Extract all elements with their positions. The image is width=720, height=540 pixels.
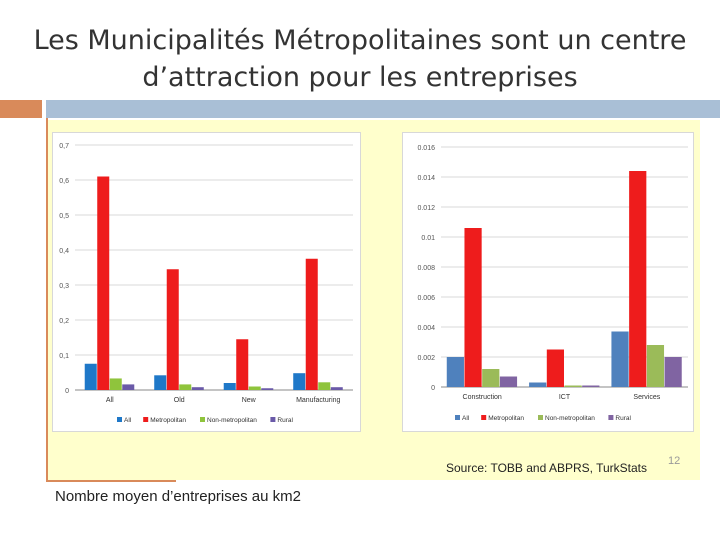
y-tick-label: 0,2 bbox=[59, 318, 69, 325]
bar-all-manufacturing bbox=[293, 373, 306, 390]
legend-swatch bbox=[608, 415, 614, 420]
bar-rural-ict bbox=[582, 385, 600, 387]
bar-rural-all bbox=[122, 384, 135, 390]
title-line-1: Les Municipalités Métropolitaines sont u… bbox=[33, 25, 687, 56]
y-tick-label: 0,3 bbox=[59, 283, 69, 290]
x-category-label: Construction bbox=[463, 394, 502, 401]
bottom-accent-line bbox=[46, 480, 176, 482]
y-tick-label: 0.008 bbox=[417, 265, 435, 272]
bar-metropolitan-all bbox=[97, 176, 110, 390]
y-tick-label: 0.012 bbox=[417, 205, 435, 212]
chart-density-by-firm-type: 0 0,1 0,2 0,3 0,4 0,5 0,6 0,7 All Old New Manufactu… bbox=[52, 132, 361, 432]
y-tick-label: 0,6 bbox=[59, 178, 69, 185]
bar-non-metropolitan-new bbox=[248, 386, 261, 390]
bar-metropolitan-ict bbox=[546, 349, 564, 387]
legend-swatch bbox=[143, 417, 149, 422]
bar-rural-old bbox=[191, 387, 204, 390]
blue-accent-bar bbox=[46, 100, 720, 118]
y-tick-label: 0.014 bbox=[417, 175, 435, 182]
y-tick-label: 0.01 bbox=[421, 235, 435, 242]
legend-swatch bbox=[200, 417, 205, 422]
orange-accent-bar bbox=[0, 100, 42, 118]
bar-all-services bbox=[611, 331, 629, 387]
chart-1-svg: 0 0,1 0,2 0,3 0,4 0,5 0,6 0,7 All Old New Manufactu… bbox=[59, 143, 353, 424]
x-category-label: ICT bbox=[559, 394, 571, 401]
bar-metropolitan-services bbox=[629, 171, 647, 387]
bar-metropolitan-manufacturing bbox=[305, 258, 318, 390]
legend-swatch bbox=[270, 417, 276, 422]
x-category-label: Manufacturing bbox=[296, 397, 340, 404]
legend-label: Rural bbox=[277, 417, 293, 424]
legend-swatch bbox=[455, 415, 460, 420]
bar-all-all bbox=[84, 363, 97, 390]
legend-label: All bbox=[124, 417, 132, 424]
legend-label: Non-metropolitan bbox=[207, 417, 257, 424]
x-category-label: Old bbox=[174, 397, 185, 404]
slide-title: Les Municipalités Métropolitaines sont u… bbox=[30, 22, 690, 96]
title-line-2: d’attraction pour les entreprises bbox=[142, 62, 578, 93]
bar-metropolitan-old bbox=[166, 269, 179, 390]
bar-rural-construction bbox=[499, 376, 518, 387]
y-tick-label: 0,5 bbox=[59, 213, 69, 220]
legend-swatch bbox=[481, 415, 487, 420]
bar-metropolitan-construction bbox=[464, 228, 482, 387]
bar-non-metropolitan-ict bbox=[564, 385, 582, 387]
y-tick-label: 0.006 bbox=[417, 295, 435, 302]
page-number: 12 bbox=[668, 455, 681, 467]
bar-non-metropolitan-all bbox=[109, 378, 122, 390]
bar-all-ict bbox=[529, 382, 547, 387]
chart-density-by-sector: 0 0.002 0.004 0.006 0.008 0.01 0.012 0.014 0.016… bbox=[402, 132, 694, 432]
y-tick-label: 0.002 bbox=[417, 355, 435, 362]
y-tick-label: 0.016 bbox=[417, 145, 435, 152]
source-note: Source: TOBB and ABPRS, TurkStats bbox=[446, 461, 647, 475]
bar-non-metropolitan-manufacturing bbox=[318, 382, 331, 390]
bar-all-old bbox=[154, 375, 167, 390]
legend-label: Metropolitan bbox=[150, 417, 186, 424]
chart-2-svg: 0 0.002 0.004 0.006 0.008 0.01 0.012 0.014 0.016… bbox=[417, 145, 688, 422]
left-accent-line bbox=[46, 118, 48, 482]
y-tick-label: 0 bbox=[431, 385, 435, 392]
y-tick-label: 0,4 bbox=[59, 248, 69, 255]
legend-swatch bbox=[538, 415, 543, 420]
bar-non-metropolitan-services bbox=[646, 345, 665, 387]
bar-all-construction bbox=[446, 357, 464, 387]
legend-label: Rural bbox=[615, 415, 631, 422]
bar-all-new bbox=[223, 383, 236, 390]
chart-caption: Nombre moyen d’entreprises au km2 bbox=[55, 488, 301, 505]
bar-metropolitan-new bbox=[236, 339, 249, 390]
x-category-label: Services bbox=[633, 394, 660, 401]
y-tick-label: 0,1 bbox=[59, 353, 69, 360]
y-tick-label: 0 bbox=[65, 388, 69, 395]
legend-swatch bbox=[117, 417, 122, 422]
legend-label: Non-metropolitan bbox=[545, 415, 595, 422]
legend-label: All bbox=[462, 415, 470, 422]
bar-rural-services bbox=[664, 357, 682, 387]
y-tick-label: 0,7 bbox=[59, 143, 69, 150]
legend-label: Metropolitan bbox=[488, 415, 524, 422]
bar-rural-manufacturing bbox=[330, 387, 343, 390]
bar-rural-new bbox=[261, 388, 274, 390]
x-category-label: New bbox=[242, 397, 257, 404]
bar-non-metropolitan-construction bbox=[482, 369, 500, 387]
bar-non-metropolitan-old bbox=[179, 384, 192, 390]
y-tick-label: 0.004 bbox=[417, 325, 435, 332]
x-category-label: All bbox=[106, 397, 114, 404]
